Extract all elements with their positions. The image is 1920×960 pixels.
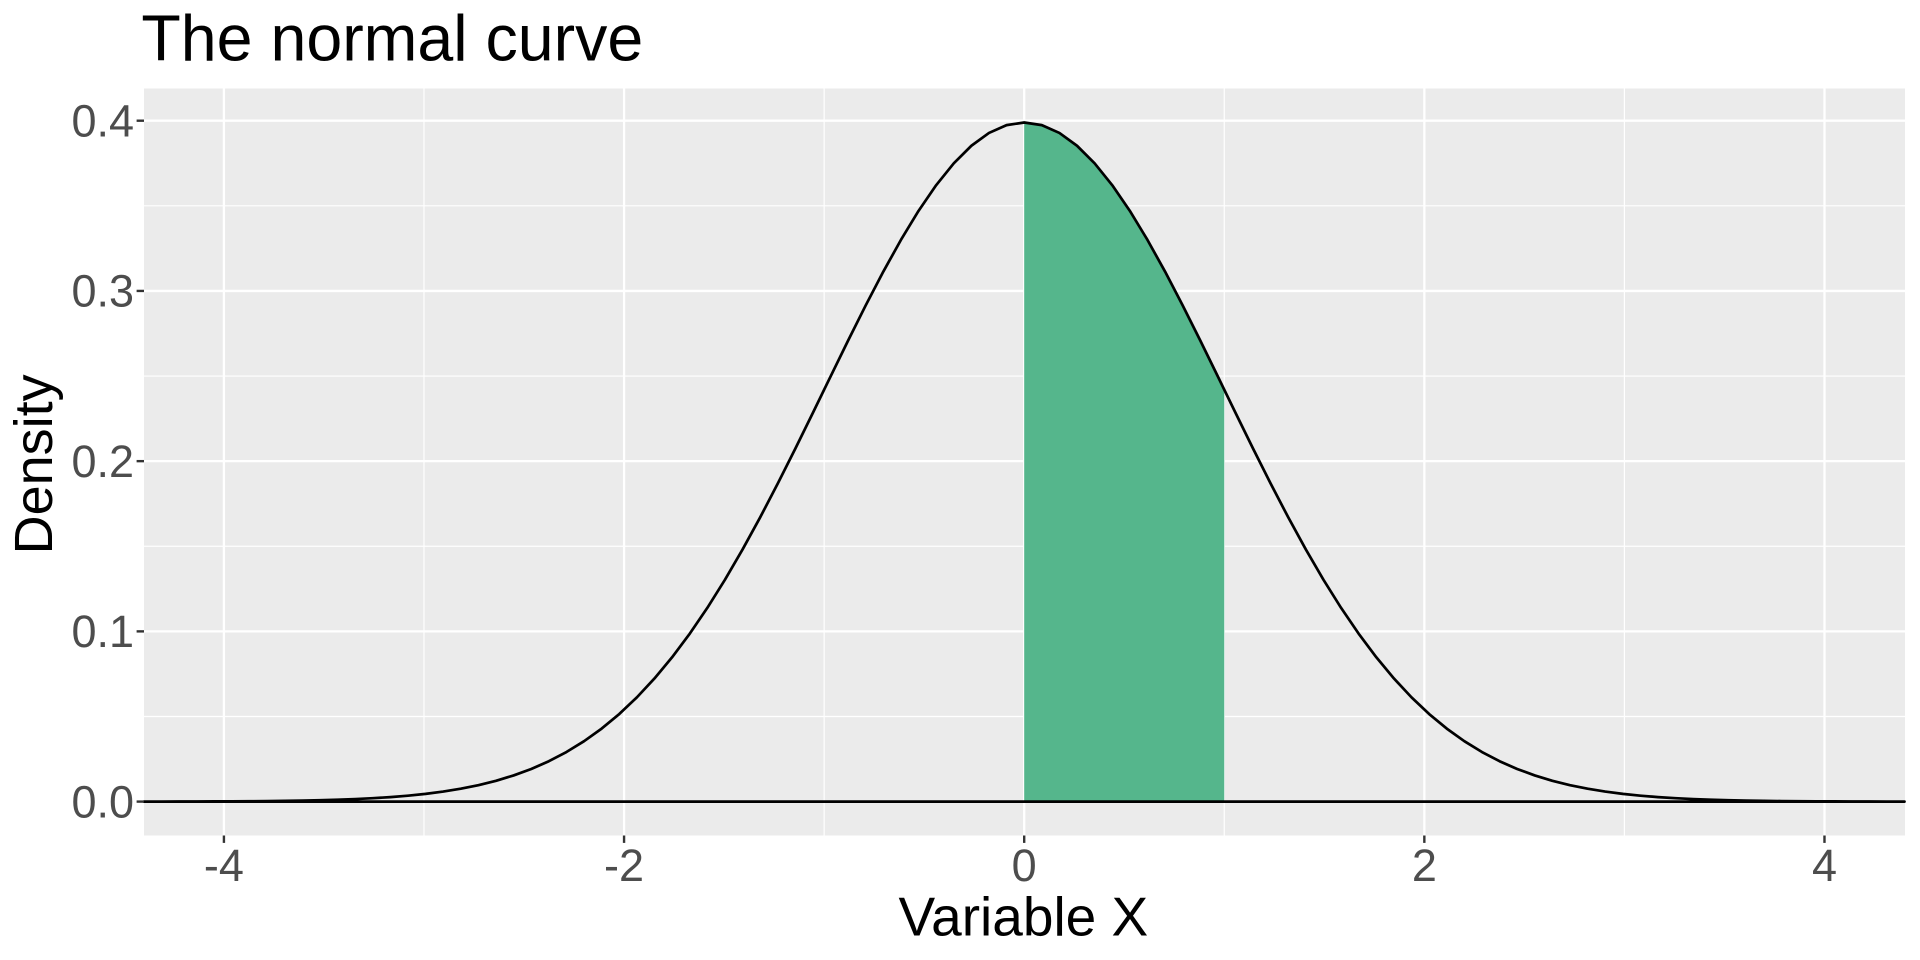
svg-text:0: 0: [1012, 840, 1037, 891]
svg-text:-4: -4: [204, 840, 244, 891]
svg-text:The normal curve: The normal curve: [141, 2, 643, 74]
svg-text:0.0: 0.0: [71, 776, 134, 827]
svg-text:Variable X: Variable X: [899, 886, 1149, 948]
svg-text:0.1: 0.1: [71, 606, 134, 657]
svg-text:0.2: 0.2: [71, 436, 134, 487]
svg-text:0.3: 0.3: [71, 266, 134, 317]
svg-text:Density: Density: [4, 374, 64, 554]
svg-text:2: 2: [1412, 840, 1437, 891]
svg-text:4: 4: [1812, 840, 1837, 891]
svg-text:0.4: 0.4: [71, 96, 134, 147]
svg-text:-2: -2: [604, 840, 644, 891]
